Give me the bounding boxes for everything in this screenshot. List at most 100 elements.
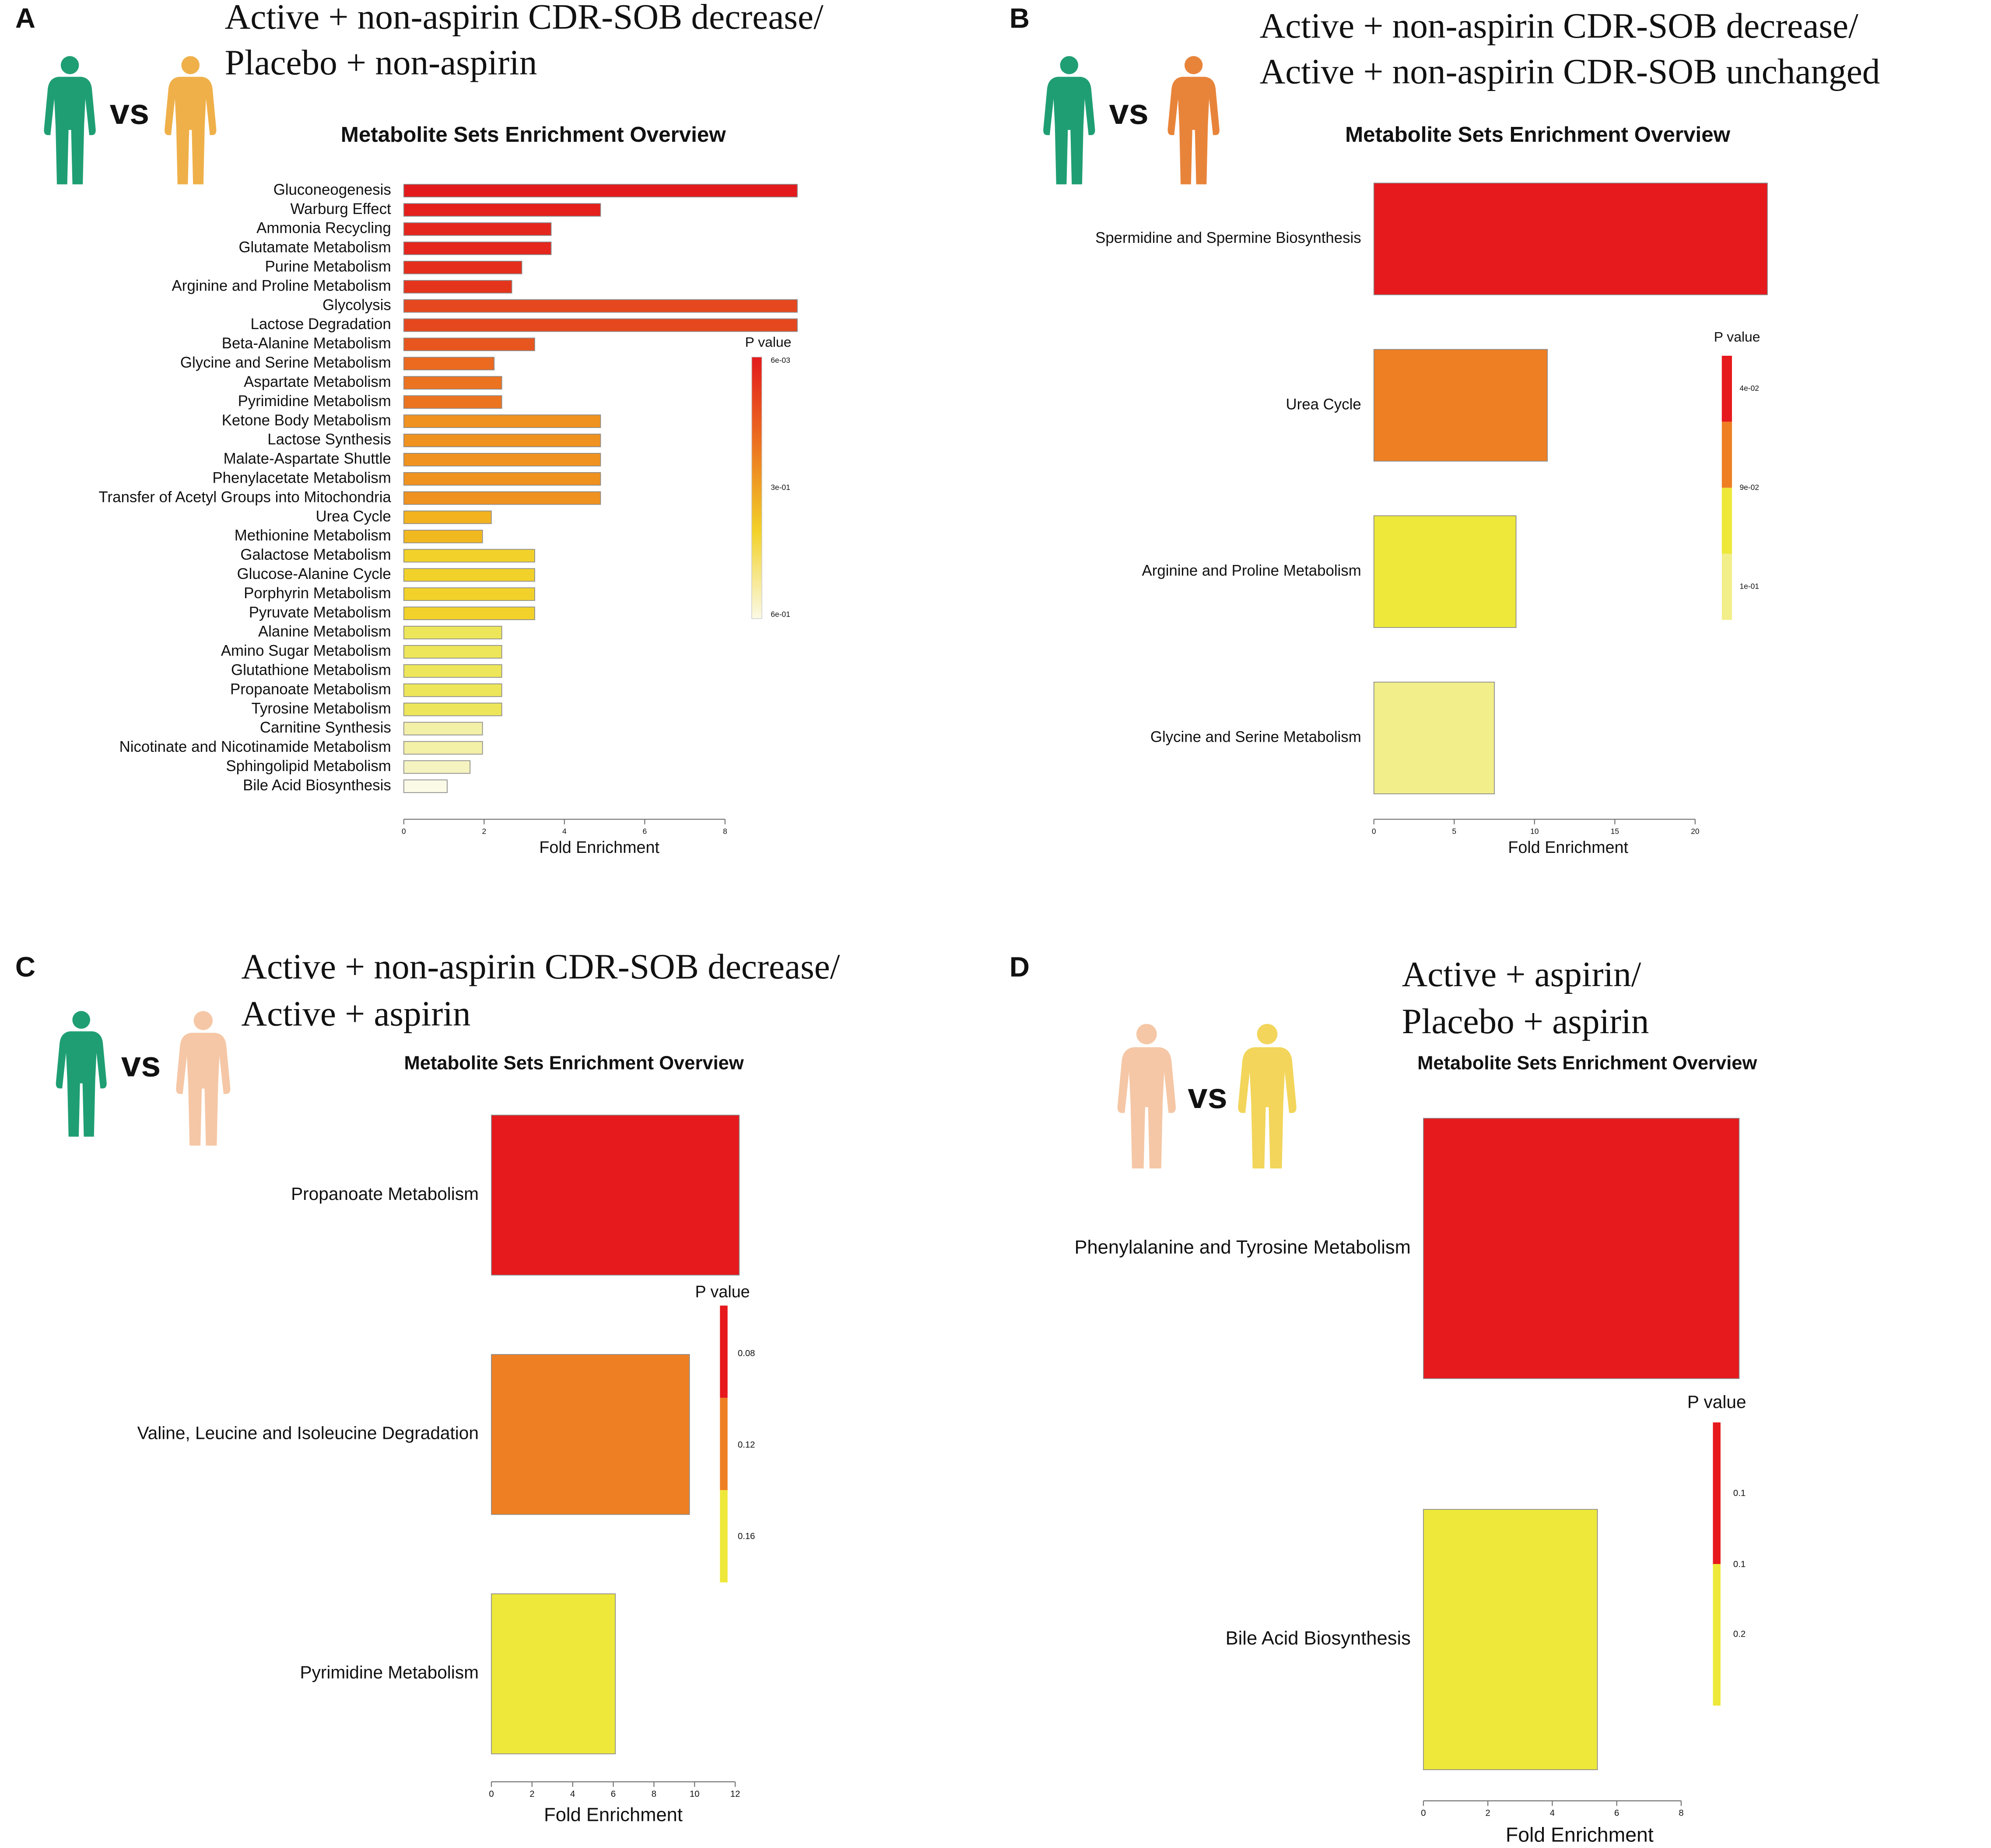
category-label: Carnitine Synthesis bbox=[260, 719, 391, 736]
vs-label: vs bbox=[121, 1044, 161, 1084]
category-label: Arginine and Proline Metabolism bbox=[172, 277, 391, 294]
legend-label: 4e-02 bbox=[1739, 384, 1759, 393]
category-label: Urea Cycle bbox=[1286, 396, 1361, 413]
category-label: Transfer of Acetyl Groups into Mitochond… bbox=[99, 488, 392, 505]
comparison-text: Active + aspirin bbox=[241, 994, 470, 1033]
bar bbox=[403, 626, 502, 639]
icon-body bbox=[1167, 77, 1220, 185]
x-tick-label: 4 bbox=[562, 827, 567, 836]
legend-label: 0.1 bbox=[1733, 1560, 1746, 1569]
human-icon bbox=[165, 56, 217, 185]
x-axis-label: Fold Enrichment bbox=[1508, 838, 1628, 856]
x-tick-label: 0 bbox=[1372, 827, 1376, 836]
legend-label: 6e-01 bbox=[771, 610, 790, 619]
legend-title: P value bbox=[695, 1282, 750, 1301]
category-label: Tyrosine Metabolism bbox=[252, 700, 391, 717]
bar bbox=[403, 491, 601, 505]
x-tick-label: 8 bbox=[1679, 1809, 1683, 1818]
category-label: Pyrimidine Metabolism bbox=[238, 393, 391, 410]
bar bbox=[403, 741, 483, 755]
bar bbox=[403, 357, 495, 371]
bar bbox=[403, 530, 483, 544]
icon-head bbox=[181, 56, 200, 74]
bar bbox=[491, 1354, 690, 1515]
colorbar-segment bbox=[1713, 1422, 1721, 1564]
category-label: Glutamate Metabolism bbox=[238, 239, 391, 256]
x-tick-label: 6 bbox=[1614, 1809, 1619, 1818]
bar bbox=[403, 722, 483, 736]
comparison-text: Active + non-aspirin CDR-SOB decrease/ bbox=[241, 947, 840, 986]
category-label: Sphingolipid Metabolism bbox=[226, 757, 391, 775]
icon-body bbox=[44, 77, 96, 185]
x-tick-label: 5 bbox=[1452, 827, 1456, 836]
category-label: Glucose-Alanine Cycle bbox=[237, 565, 391, 582]
x-tick-label: 0 bbox=[1421, 1809, 1426, 1818]
icon-head bbox=[60, 56, 79, 74]
icon-head bbox=[1060, 56, 1079, 74]
legend-label: 0.1 bbox=[1733, 1488, 1746, 1498]
category-label: Spermidine and Spermine Biosynthesis bbox=[1095, 229, 1361, 246]
colorbar-segment bbox=[720, 1398, 728, 1490]
bar bbox=[403, 664, 502, 678]
category-label: Alanine Metabolism bbox=[258, 623, 391, 640]
category-label: Galactose Metabolism bbox=[240, 546, 391, 563]
legend-label: 0.08 bbox=[738, 1349, 755, 1358]
category-label: Urea Cycle bbox=[316, 508, 391, 525]
colorbar-segment bbox=[1721, 421, 1732, 488]
x-tick-label: 12 bbox=[730, 1789, 740, 1799]
legend-label: 1e-01 bbox=[1739, 582, 1759, 591]
x-tick-label: 4 bbox=[570, 1789, 575, 1799]
bar bbox=[403, 203, 601, 217]
category-label: Nicotinate and Nicotinamide Metabolism bbox=[119, 738, 391, 755]
bar bbox=[1373, 515, 1517, 628]
legend-label: 3e-01 bbox=[771, 483, 790, 491]
icon-body bbox=[1043, 77, 1095, 185]
legend-label: 0.12 bbox=[738, 1440, 755, 1450]
category-label: Lactose Synthesis bbox=[267, 431, 391, 448]
comparison-text: Active + non-aspirin CDR-SOB decrease/ bbox=[1260, 6, 1859, 46]
bar bbox=[403, 702, 502, 716]
icon-body bbox=[1117, 1047, 1176, 1169]
bar bbox=[403, 280, 512, 294]
bar bbox=[491, 1593, 616, 1754]
category-label: Pyrimidine Metabolism bbox=[300, 1662, 478, 1683]
bar bbox=[403, 337, 535, 351]
bar bbox=[403, 376, 502, 390]
colorbar-segment bbox=[1721, 554, 1732, 620]
x-axis-label: Fold Enrichment bbox=[1506, 1823, 1654, 1846]
x-tick-label: 8 bbox=[652, 1789, 656, 1799]
bar bbox=[403, 184, 798, 198]
bar bbox=[403, 395, 502, 409]
category-label: Glycolysis bbox=[322, 296, 391, 313]
bar bbox=[1423, 1118, 1740, 1379]
comparison-text: Placebo + aspirin bbox=[1402, 1002, 1649, 1041]
icon-head bbox=[1257, 1024, 1278, 1045]
vs-label: vs bbox=[1109, 92, 1149, 132]
human-icon bbox=[176, 1011, 231, 1146]
category-label: Glutathione Metabolism bbox=[231, 662, 391, 679]
colorbar-segment bbox=[1721, 487, 1732, 554]
category-label: Malate-Aspartate Shuttle bbox=[224, 450, 391, 467]
bar bbox=[403, 242, 552, 255]
legend-title: P value bbox=[745, 334, 792, 350]
category-label: Beta-Alanine Metabolism bbox=[222, 335, 391, 352]
category-label: Glycine and Serine Metabolism bbox=[180, 354, 391, 371]
comparison-text: Active + aspirin/ bbox=[1402, 954, 1641, 994]
category-label: Bile Acid Biosynthesis bbox=[1226, 1628, 1411, 1649]
icon-head bbox=[1136, 1024, 1157, 1045]
panel-label: D bbox=[1010, 951, 1030, 982]
icon-body bbox=[176, 1033, 231, 1146]
icon-body bbox=[56, 1031, 107, 1137]
category-label: Porphyrin Metabolism bbox=[244, 585, 391, 602]
x-tick-label: 8 bbox=[723, 827, 727, 836]
category-label: Methionine Metabolism bbox=[235, 527, 391, 544]
legend-label: 9e-02 bbox=[1739, 483, 1759, 491]
x-tick-label: 4 bbox=[1550, 1809, 1555, 1818]
x-tick-label: 6 bbox=[643, 827, 647, 836]
x-tick-label: 10 bbox=[1530, 827, 1539, 836]
legend-title: P value bbox=[1714, 329, 1760, 345]
colorbar-segment bbox=[720, 1490, 728, 1583]
human-icon bbox=[56, 1011, 107, 1137]
